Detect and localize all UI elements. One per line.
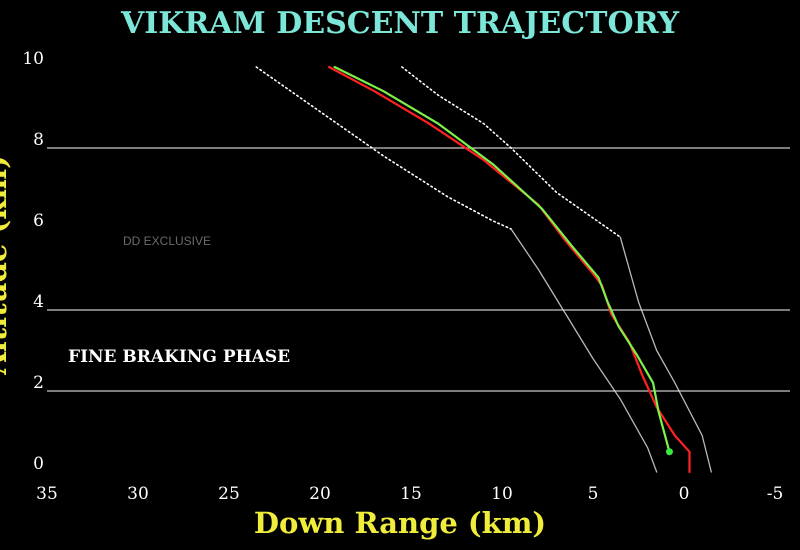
x-tick-label: 5	[588, 484, 599, 504]
tick-labels: 35 30 25 20 15 10 5 0 -5 0 2 4 6 8 10	[22, 49, 783, 504]
y-tick-label: 6	[33, 211, 44, 231]
actual-trajectory-line	[333, 65, 671, 453]
x-tick-label: 15	[400, 484, 422, 504]
fine-braking-phase-annotation: FINE BRAKING PHASE	[68, 347, 290, 367]
x-tick-label: 0	[679, 484, 690, 504]
x-tick-label: 20	[309, 484, 331, 504]
x-axis-label: Down Range (km)	[254, 506, 546, 540]
chart-title: VIKRAM DESCENT TRAJECTORY	[120, 6, 680, 41]
x-tick-label: 10	[491, 484, 513, 504]
dispersion-boundary-dotted-0	[255, 66, 512, 230]
dispersion-boundary-2	[510, 228, 658, 473]
current-position-marker	[665, 448, 673, 456]
x-tick-label: 30	[127, 484, 149, 504]
y-tick-label: 4	[33, 292, 44, 312]
x-tick-label: 25	[218, 484, 240, 504]
x-tick-label: 35	[36, 484, 58, 504]
y-tick-label: 10	[22, 49, 44, 69]
y-tick-label: 0	[33, 454, 44, 474]
y-tick-label: 2	[33, 373, 44, 393]
y-axis-label: Altitude (km)	[0, 155, 13, 375]
trajectory-series	[255, 65, 712, 474]
dd-exclusive-watermark: DD EXCLUSIVE	[123, 234, 211, 248]
dispersion-boundary-3	[619, 236, 712, 473]
grid-lines	[47, 147, 790, 392]
y-tick-label: 8	[33, 130, 44, 150]
x-tick-label: -5	[767, 484, 784, 504]
dispersion-boundary-dotted-1	[401, 66, 622, 238]
